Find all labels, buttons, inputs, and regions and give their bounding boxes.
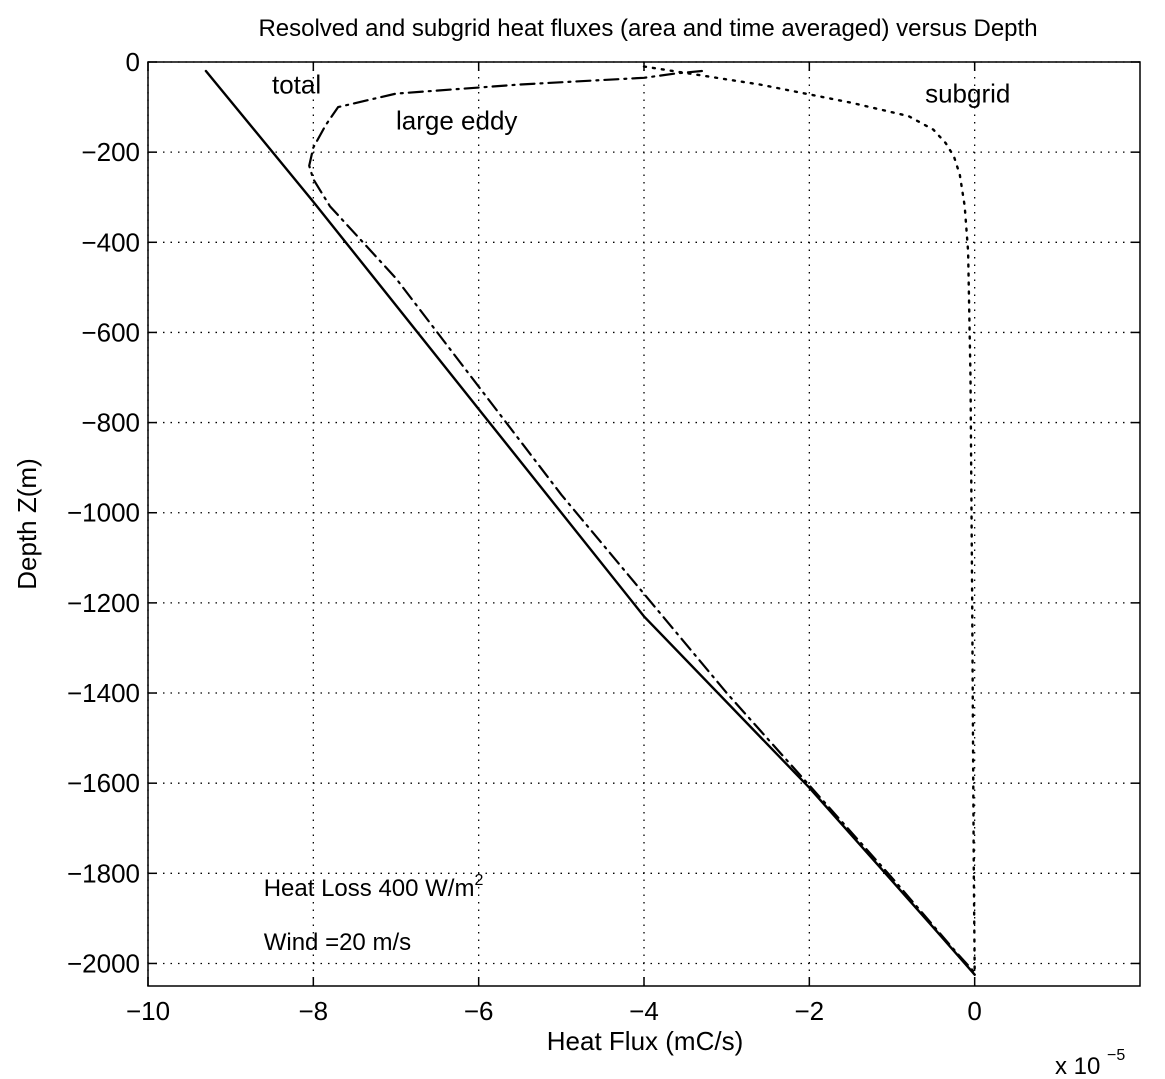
note-text: Wind =20 m/s: [264, 929, 411, 956]
y-axis-label: Depth Z(m): [12, 458, 42, 589]
y-tick-label: −1000: [67, 498, 140, 528]
y-tick-label: −1600: [67, 768, 140, 798]
y-tick-label: −600: [81, 317, 140, 347]
plot-frame: [147, 61, 1141, 987]
y-tick-label: −200: [81, 137, 140, 167]
chart-title: Resolved and subgrid heat fluxes (area a…: [258, 15, 1037, 42]
series-line-total: [204, 69, 976, 976]
annotation-subgrid: subgrid: [925, 79, 1010, 109]
annotation-total: total: [272, 70, 321, 100]
x-multiplier-base: x 10: [1055, 1053, 1100, 1079]
x-axis-label: Heat Flux (mC/s): [547, 1026, 743, 1056]
x-tick-label: −10: [126, 996, 170, 1026]
x-multiplier-label: x 10 −5: [1055, 1047, 1125, 1079]
grid: [147, 61, 1140, 986]
y-tick-label: 0: [126, 47, 140, 77]
note-superscript: 2: [474, 872, 483, 889]
note-main: Heat Loss 400 W/m: [264, 875, 475, 902]
x-tick-label: 0: [967, 996, 981, 1026]
series-lines: [204, 65, 976, 976]
x-tick-label: −8: [299, 996, 329, 1026]
y-tick-label: −1200: [67, 588, 140, 618]
series-line-subgrid: [642, 65, 976, 974]
x-tick-label: −4: [629, 996, 659, 1026]
y-tick-label: −400: [81, 227, 140, 257]
annotation-large-eddy: large eddy: [396, 106, 517, 136]
y-tick-label: −800: [81, 408, 140, 438]
notes: Heat Loss 400 W/m2 Wind =20 m/s: [264, 872, 484, 956]
y-tick-label: −1800: [67, 858, 140, 888]
x-tick-label: −6: [464, 996, 494, 1026]
y-tick-label: −1400: [67, 678, 140, 708]
x-multiplier-exponent: −5: [1107, 1047, 1125, 1064]
annotations: total large eddy subgrid: [272, 70, 1010, 136]
ticks: −10 −8 −6 −4 −2 00−200−400−600−800−1000−1200−…: [67, 47, 1140, 1026]
note-main: Wind =20 m/s: [264, 929, 411, 956]
x-tick-label: −2: [795, 996, 825, 1026]
note-text: Heat Loss 400 W/m2: [264, 872, 484, 902]
y-tick-label: −2000: [67, 948, 140, 978]
series-line-large-eddy: [308, 69, 976, 974]
